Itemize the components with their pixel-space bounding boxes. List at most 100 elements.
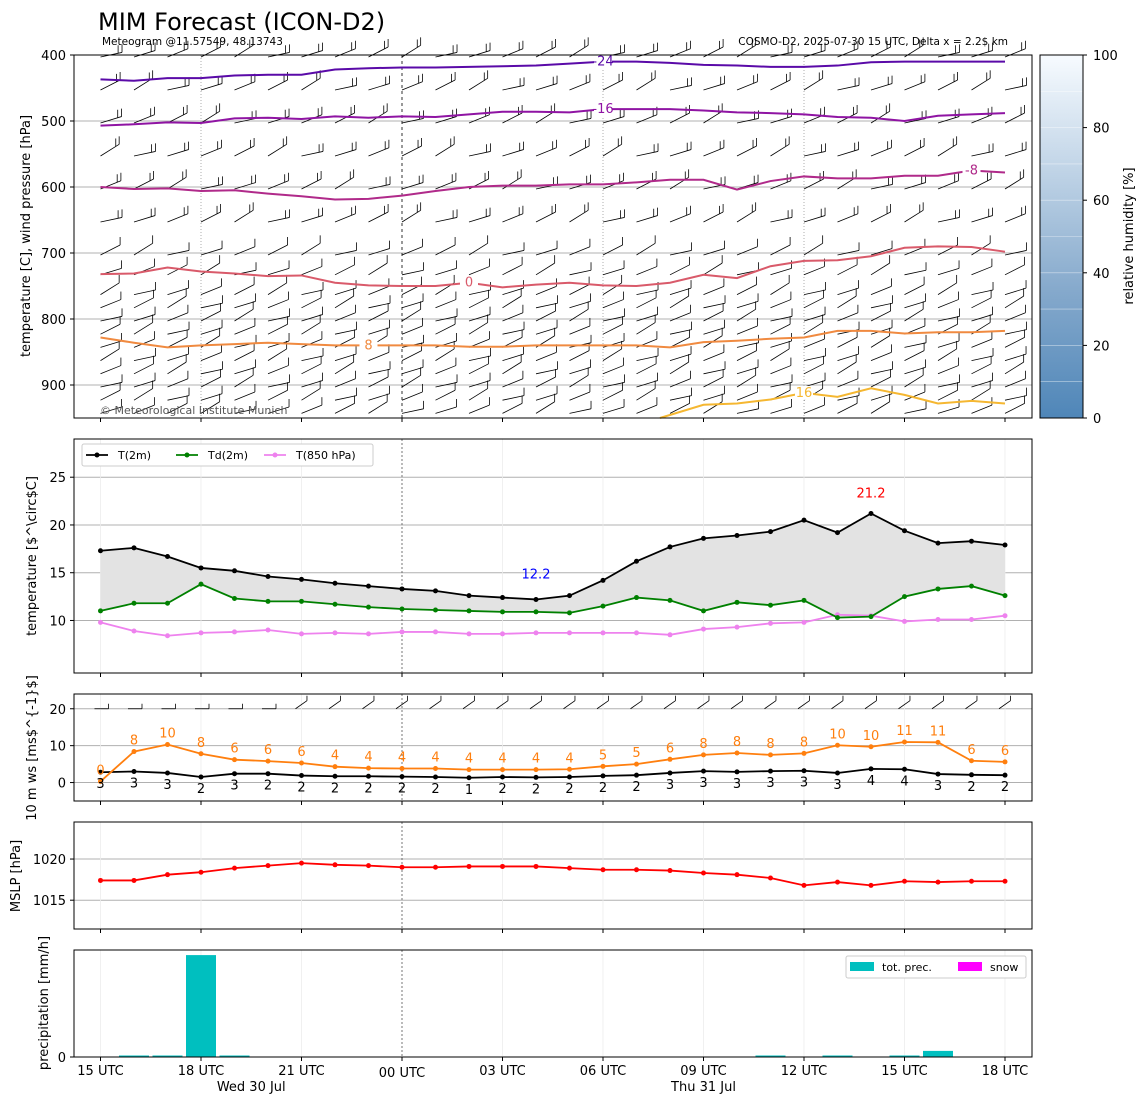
ytick-label: 20 — [49, 703, 66, 718]
mslp-point — [265, 863, 271, 869]
wind-speed-line — [100, 767, 1006, 779]
gust-label: 11 — [930, 724, 947, 739]
series-1-point — [600, 603, 606, 609]
series-0-point — [265, 574, 271, 580]
series-1-point — [801, 597, 807, 603]
wind-barb — [971, 297, 992, 309]
wind-barb — [736, 375, 756, 388]
wind-speed-point — [433, 774, 438, 780]
gust-point — [366, 765, 371, 771]
wind-barb — [870, 368, 893, 375]
wind-barb — [770, 144, 790, 157]
wind-barb — [200, 83, 223, 91]
wind-barb — [468, 314, 491, 322]
isotherm-line — [100, 169, 1006, 201]
gust-label: 8 — [699, 737, 707, 752]
wind-barb — [904, 300, 926, 309]
wind-barb — [100, 340, 122, 348]
gust-label: 4 — [532, 752, 540, 767]
colorbar-tick-label: 20 — [1093, 339, 1110, 354]
series-1-point — [667, 597, 673, 603]
speed-label: 3 — [766, 776, 774, 791]
wind-barb — [167, 312, 189, 322]
wind-barb — [1004, 378, 1026, 388]
wind-barb — [636, 404, 658, 414]
surface-wind-barb — [295, 700, 308, 710]
colorbar-tick-label: 60 — [1093, 194, 1110, 209]
wind-barb — [636, 355, 659, 361]
wind-barb — [803, 243, 823, 256]
wind-barb — [971, 404, 993, 414]
wind-barb — [368, 310, 389, 322]
speed-label: 2 — [599, 781, 607, 796]
wind-barb — [535, 351, 557, 361]
wind-barb — [770, 382, 793, 388]
wind-barb — [837, 213, 859, 223]
wind-barb — [502, 250, 525, 256]
gust-point — [701, 752, 706, 758]
wind-barb — [904, 350, 925, 361]
wind-barb — [100, 144, 120, 157]
wind-barb — [167, 149, 189, 157]
wind-barb — [770, 267, 792, 276]
wind-barb — [1004, 329, 1027, 335]
wind-barb — [602, 299, 624, 309]
wind-barb — [971, 388, 991, 401]
xtick-label: 12 UTC — [781, 1064, 827, 1079]
colorbar-tick-label: 40 — [1093, 267, 1110, 282]
wind-barb — [971, 314, 993, 322]
wind-barb — [200, 351, 222, 361]
speed-label: 3 — [666, 778, 674, 793]
wind-barb — [100, 406, 122, 414]
gust-point — [902, 739, 907, 745]
wind-barb — [1004, 403, 1025, 414]
wind-barb — [736, 309, 756, 322]
series-1-point — [198, 581, 204, 587]
wind-barb — [904, 309, 924, 322]
surface-wind-barb — [596, 700, 609, 710]
wind-barb — [401, 182, 424, 190]
wind-barb — [703, 310, 724, 322]
surface-wind-barb — [429, 700, 442, 710]
wind-barb — [669, 48, 691, 58]
pressure-panel: 1015 1020 MSLP [hPa] — [9, 821, 1033, 930]
ytick-label: 500 — [41, 115, 66, 130]
wind-barb — [569, 391, 591, 401]
wind-barb — [971, 289, 994, 295]
series-0-point — [667, 544, 673, 550]
gust-point — [198, 751, 204, 757]
gust-point — [299, 760, 304, 766]
gust-point — [265, 758, 271, 764]
wind-barb — [736, 325, 758, 335]
wind-barb — [837, 312, 859, 322]
isotherm-label: 0 — [465, 276, 473, 291]
wind-barb — [703, 351, 725, 361]
wind-barb — [602, 340, 625, 348]
wind-barb — [502, 378, 524, 388]
mslp-point — [567, 865, 572, 871]
temperature-frame — [73, 438, 1033, 674]
wind-barb — [1004, 353, 1027, 361]
speed-label: 3 — [800, 776, 808, 791]
mslp-point — [332, 862, 338, 868]
series-2-point — [332, 630, 338, 636]
wind-barb — [502, 287, 524, 295]
series-2-point — [634, 630, 639, 636]
gust-point — [567, 766, 572, 772]
wind-barb — [234, 81, 256, 91]
series-1-point — [1002, 593, 1008, 599]
wind-barb — [535, 262, 555, 276]
wind-barb — [569, 145, 590, 157]
wind-speed-point — [969, 772, 974, 778]
wind-barb — [937, 340, 960, 348]
wind-barb — [937, 79, 958, 91]
wind-barb — [937, 180, 959, 190]
wind-barb — [669, 264, 690, 276]
wind-barb — [100, 79, 121, 91]
isotherm-label-bg — [359, 338, 378, 353]
wind-barb — [502, 85, 525, 91]
isotherm-line — [100, 108, 1006, 127]
series-2-point — [232, 629, 237, 635]
wind-speed-point — [801, 768, 807, 774]
wind-barb — [401, 269, 424, 276]
